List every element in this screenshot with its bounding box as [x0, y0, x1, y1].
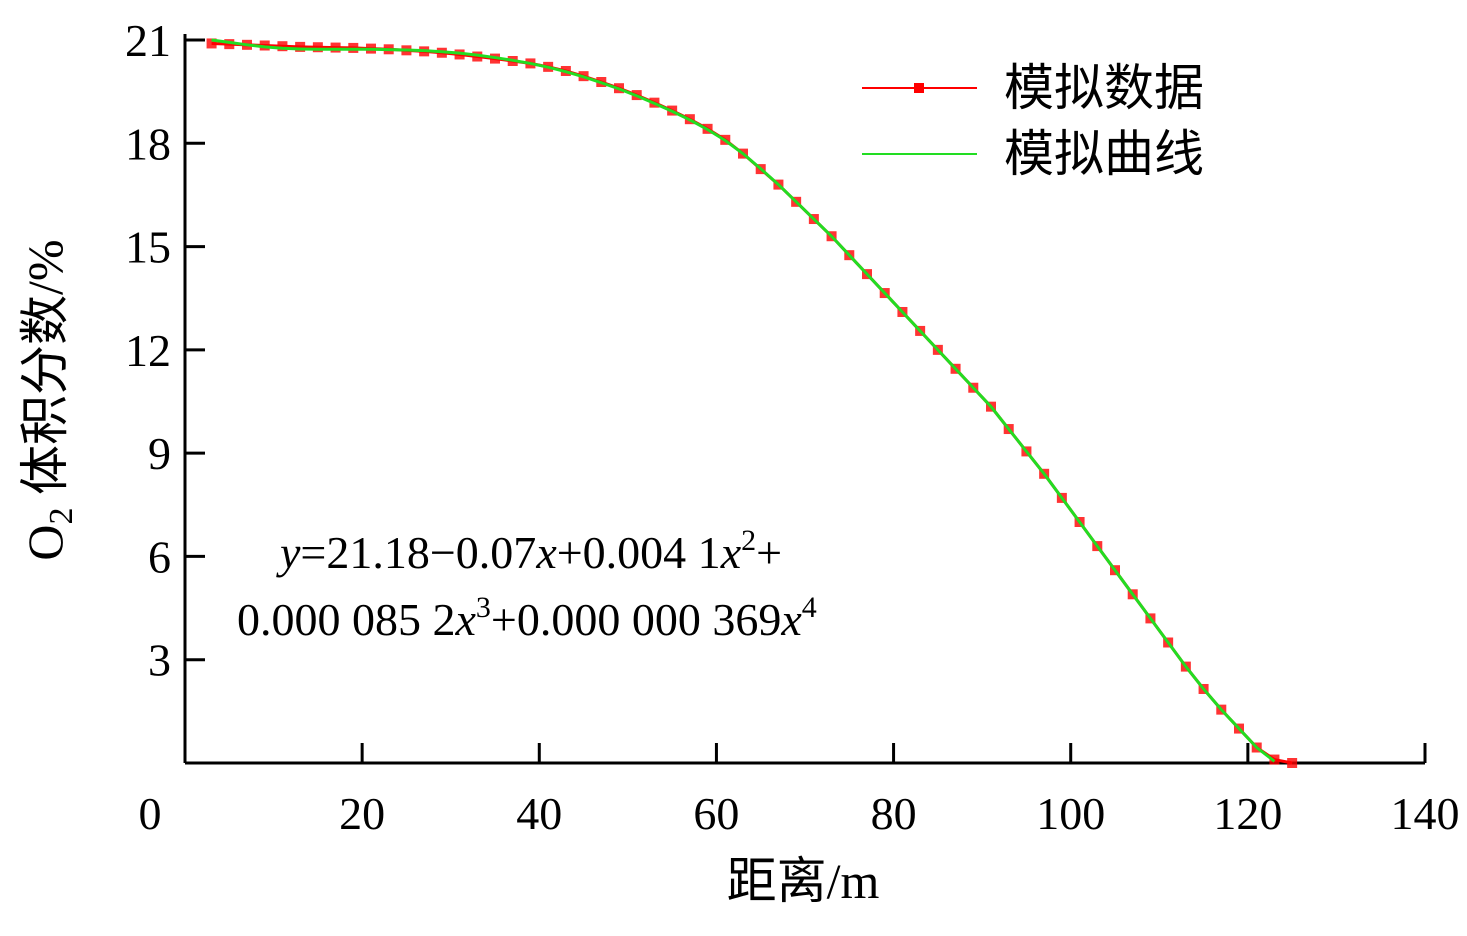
- y-tick-label: 9: [148, 428, 171, 479]
- annotation-part: +0.000 000 369: [491, 594, 781, 645]
- annotation: 0.000 085 2x3+0.000 000 369x4: [237, 591, 817, 645]
- x-tick-label: 20: [339, 788, 385, 839]
- legend-label: 模拟数据: [1004, 60, 1204, 116]
- y-tick-label: 6: [148, 531, 171, 582]
- x-tick-label: 40: [516, 788, 562, 839]
- data-point: [1287, 758, 1298, 768]
- x-tick-label: 60: [693, 788, 739, 839]
- annotation-part: 0.000 085 2: [237, 594, 456, 645]
- annotation-part: y: [276, 527, 301, 578]
- y-tick-label: 12: [125, 325, 171, 376]
- data-point: [206, 38, 217, 49]
- data-point: [224, 39, 235, 50]
- data-point: [295, 41, 306, 52]
- annotation-part: 2: [741, 524, 756, 557]
- annotation-part: +: [756, 527, 782, 578]
- series-line: [211, 38, 1276, 763]
- x-tick-label: 140: [1391, 788, 1460, 839]
- x-tick-label: 100: [1036, 788, 1105, 839]
- x-tick-label: 120: [1213, 788, 1282, 839]
- legend-label: 模拟曲线: [1004, 126, 1204, 182]
- annotation-part: x: [780, 594, 802, 645]
- x-tick-label: 80: [871, 788, 917, 839]
- annotation-part: =21.18−0.07: [300, 527, 536, 578]
- y-tick-label: 3: [148, 635, 171, 686]
- data-point: [312, 42, 323, 53]
- x-tick-label: 0: [139, 788, 162, 839]
- y-tick-label: 15: [125, 222, 171, 273]
- data-point: [277, 41, 288, 52]
- annotation-part: 4: [802, 591, 817, 624]
- y-label-main: O: [17, 524, 73, 560]
- x-axis-label: 距离/m: [727, 853, 880, 909]
- annotation: y=21.18−0.07x+0.004 1x2+: [276, 524, 782, 578]
- annotation-part: x: [535, 527, 557, 578]
- y-tick-label: 18: [125, 118, 171, 169]
- y-axis-label: O2 体积分数/%: [17, 239, 80, 560]
- annotation-part: 3: [476, 591, 491, 624]
- annotation-part: x: [455, 594, 477, 645]
- data-point: [330, 42, 341, 53]
- y-label-sub: 2: [43, 507, 80, 524]
- legend-marker: [914, 83, 924, 93]
- annotation-part: +0.004 1: [557, 527, 721, 578]
- y-label-rest: 体积分数/%: [17, 239, 73, 507]
- y-tick-label: 21: [125, 15, 171, 66]
- annotation-part: x: [720, 527, 742, 578]
